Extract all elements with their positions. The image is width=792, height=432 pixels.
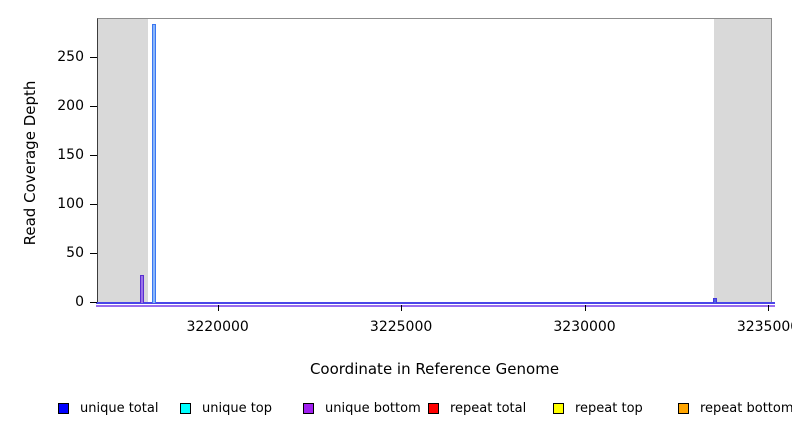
legend-label: unique total <box>80 401 159 416</box>
y-tick <box>90 302 97 303</box>
plot-area <box>96 18 775 307</box>
y-tick <box>90 155 97 157</box>
coverage-spike-unique-bottom <box>139 274 144 303</box>
legend-swatch-icon <box>303 403 314 414</box>
legend-label: repeat bottom <box>700 401 792 416</box>
y-tick <box>90 253 97 255</box>
x-tick-label: 3230000 <box>553 319 616 335</box>
x-tick <box>584 305 586 311</box>
y-tick-label: 0 <box>75 294 84 310</box>
x-tick-label: 3225000 <box>369 319 433 335</box>
x-tick <box>217 305 219 311</box>
baseline-unique-bottom <box>96 305 775 307</box>
x-tick-label: 3235000 <box>736 319 792 335</box>
y-tick-label: 50 <box>66 245 84 262</box>
legend-swatch-icon <box>428 403 439 414</box>
legend-swatch-icon <box>553 403 564 414</box>
legend-swatch-icon <box>678 403 689 414</box>
legend: unique total unique top unique bottom repea… <box>0 401 792 421</box>
x-tick <box>768 305 770 311</box>
x-tick-label: 3220000 <box>186 319 249 335</box>
legend-label: unique top <box>202 401 273 416</box>
y-tick <box>90 106 97 108</box>
coverage-spike-unique-total <box>151 23 156 303</box>
y-tick-label: 250 <box>57 49 84 66</box>
legend-label: unique bottom <box>325 401 421 416</box>
x-tick <box>401 305 403 311</box>
y-tick <box>90 204 97 206</box>
y-tick <box>90 57 97 59</box>
legend-label: repeat top <box>575 401 643 416</box>
coverage-spike-unique-total <box>712 298 717 303</box>
y-tick-label: 150 <box>57 147 84 164</box>
shaded-region-left <box>98 19 148 303</box>
legend-label: repeat total <box>450 401 527 416</box>
legend-swatch-icon <box>180 403 191 414</box>
legend-swatch-icon <box>58 403 69 414</box>
x-axis-title: Coordinate in Reference Genome <box>309 360 560 378</box>
baseline-unique-total <box>96 302 775 304</box>
y-axis-title: Read Coverage Depth <box>21 80 39 246</box>
y-tick-label: 200 <box>57 98 84 115</box>
y-tick-label: 100 <box>57 196 84 213</box>
shaded-region-right <box>713 19 771 303</box>
